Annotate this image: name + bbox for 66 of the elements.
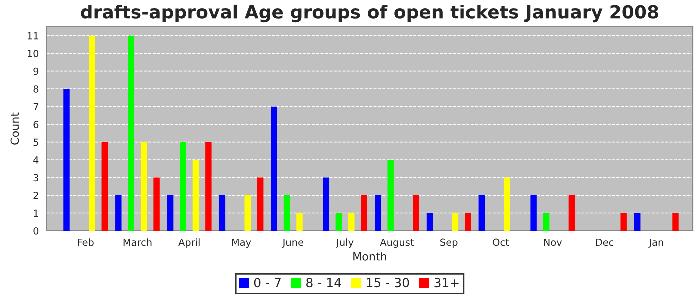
y-tick-label: 4: [34, 156, 39, 164]
bar: [102, 142, 108, 231]
x-tick-label: May: [232, 238, 252, 248]
x-tick-label: Oct: [493, 238, 510, 246]
bar: [530, 196, 537, 231]
x-tick-label: June: [282, 238, 304, 248]
bar: [167, 196, 174, 231]
x-tick-label: Jan: [648, 238, 664, 248]
bar: [271, 106, 278, 231]
bar: [504, 178, 510, 231]
y-axis-title: Count: [10, 112, 20, 145]
bar: [634, 213, 641, 231]
x-axis-title: Month: [354, 252, 386, 261]
bar: [154, 178, 160, 231]
bar: [413, 196, 420, 231]
bar: [348, 213, 355, 231]
bar: [89, 36, 96, 231]
bar: [620, 213, 627, 231]
bar: [296, 213, 303, 231]
bar: [375, 196, 382, 231]
y-tick-label: 6: [34, 121, 39, 128]
y-tick-label: 2: [34, 192, 38, 200]
bar: [543, 213, 550, 231]
x-tick-label: Sep: [440, 238, 458, 248]
bar: [219, 196, 226, 231]
bar: [244, 196, 251, 231]
y-tick-label: 11: [28, 32, 38, 40]
bar: [388, 160, 394, 231]
legend-label: 0 - 7: [254, 278, 281, 288]
bar: [192, 160, 200, 231]
legend-label: 8 - 14: [306, 278, 342, 288]
y-tick-label: 5: [34, 138, 38, 146]
bar: [478, 196, 486, 231]
x-tick-label: Feb: [78, 238, 94, 246]
bar: [452, 213, 459, 231]
legend-label: 15 - 30: [367, 278, 410, 288]
y-tick-label: 0: [34, 227, 39, 235]
x-tick-label: August: [380, 238, 414, 248]
bar: [116, 196, 122, 231]
chart-title: drafts-approval Age groups of open tickets January 2008: [81, 4, 658, 23]
legend-label: 31+: [434, 278, 459, 288]
bar: [465, 213, 472, 231]
bar: [426, 213, 434, 231]
y-tick-label: 1: [34, 210, 38, 217]
y-tick-label: 7: [34, 103, 38, 111]
x-tick-label: Nov: [544, 238, 562, 246]
bar: [568, 196, 576, 231]
bar: [284, 196, 290, 231]
bar: [180, 142, 186, 231]
y-tick-label: 9: [34, 68, 39, 76]
x-tick-label: March: [124, 238, 152, 246]
bar: [206, 142, 212, 231]
bar: [128, 36, 134, 231]
y-tick-label: 10: [28, 50, 39, 58]
y-tick-label: 8: [34, 86, 39, 93]
x-tick-label: July: [336, 238, 354, 248]
bar: [336, 213, 342, 231]
bar: [140, 142, 148, 231]
x-tick-label: April: [178, 238, 200, 248]
bar: [257, 178, 264, 231]
y-tick-label: 3: [34, 174, 38, 182]
bar: [672, 213, 679, 231]
x-tick-label: Dec: [596, 238, 614, 246]
bar: [64, 89, 70, 231]
bar: [323, 178, 330, 231]
bar: [361, 196, 368, 231]
